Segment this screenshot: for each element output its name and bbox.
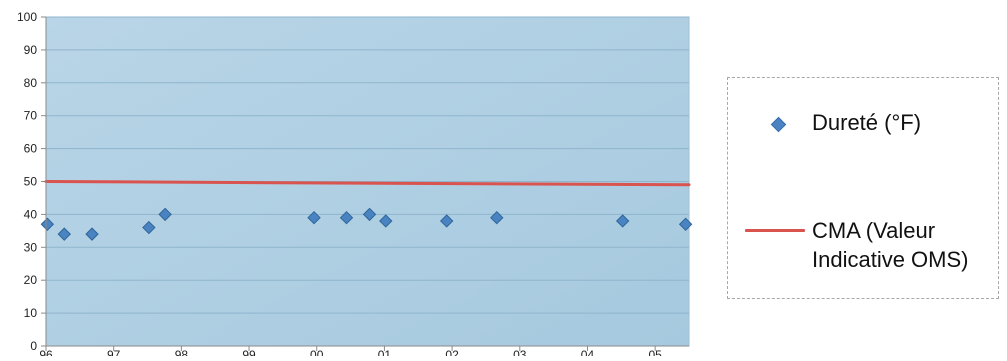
- series-line-cma: [44, 180, 691, 187]
- y-tick-label: 40: [24, 207, 38, 221]
- data-point: [362, 207, 377, 222]
- x-tick-label: 05: [648, 348, 662, 356]
- y-tick-label: 30: [24, 240, 38, 254]
- data-point: [40, 217, 55, 231]
- legend-label-durete: Dureté (°F): [812, 110, 922, 135]
- data-point: [307, 210, 321, 225]
- x-tick-label: 02: [445, 348, 459, 356]
- data-point: [57, 227, 71, 241]
- x-tick-label: 00: [310, 348, 324, 356]
- data-point: [158, 207, 172, 222]
- y-tick-label: 50: [24, 175, 38, 189]
- x-tick-label: 96: [39, 348, 53, 356]
- data-point: [379, 214, 393, 228]
- data-point: [678, 217, 693, 231]
- data-point: [142, 220, 156, 235]
- x-tick-label: 97: [107, 348, 121, 356]
- point-layer: [40, 207, 693, 241]
- y-tick-label: 0: [30, 339, 37, 353]
- x-axis-ticks: 96 97 98 99 00 01 02 03 04 05: [39, 346, 662, 361]
- data-point: [615, 214, 630, 228]
- y-tick-label: 80: [24, 76, 38, 90]
- y-tick-label: 10: [24, 306, 38, 320]
- x-tick-label: 01: [378, 348, 392, 356]
- y-tick-label: 90: [24, 43, 38, 57]
- legend-item-cma: CMA (Valeur Indicative OMS): [728, 216, 998, 276]
- y-tick-label: 70: [24, 109, 38, 123]
- y-tick-label: 60: [24, 142, 38, 156]
- reference-line-layer: [44, 180, 691, 187]
- y-axis-ticks: 0 10 20 30 40 50 60 70 80 90 100: [17, 10, 46, 353]
- line-marker-icon: [745, 229, 805, 232]
- y-tick-label: 20: [24, 273, 38, 287]
- x-tick-label: 99: [242, 348, 256, 356]
- diamond-marker-icon: [770, 116, 787, 133]
- data-point: [439, 214, 454, 228]
- x-tick-label: 03: [513, 348, 527, 356]
- x-tick-label: 04: [581, 348, 595, 356]
- y-tick-label: 100: [17, 10, 37, 24]
- x-tick-label: 98: [175, 348, 189, 356]
- data-point: [85, 227, 99, 241]
- legend-item-durete: Dureté (°F): [728, 108, 998, 142]
- data-point: [490, 210, 504, 225]
- legend-label-cma: CMA (Valeur Indicative OMS): [812, 218, 969, 272]
- chart-legend: Dureté (°F) CMA (Valeur Indicative OMS): [727, 77, 999, 299]
- data-point: [339, 210, 354, 225]
